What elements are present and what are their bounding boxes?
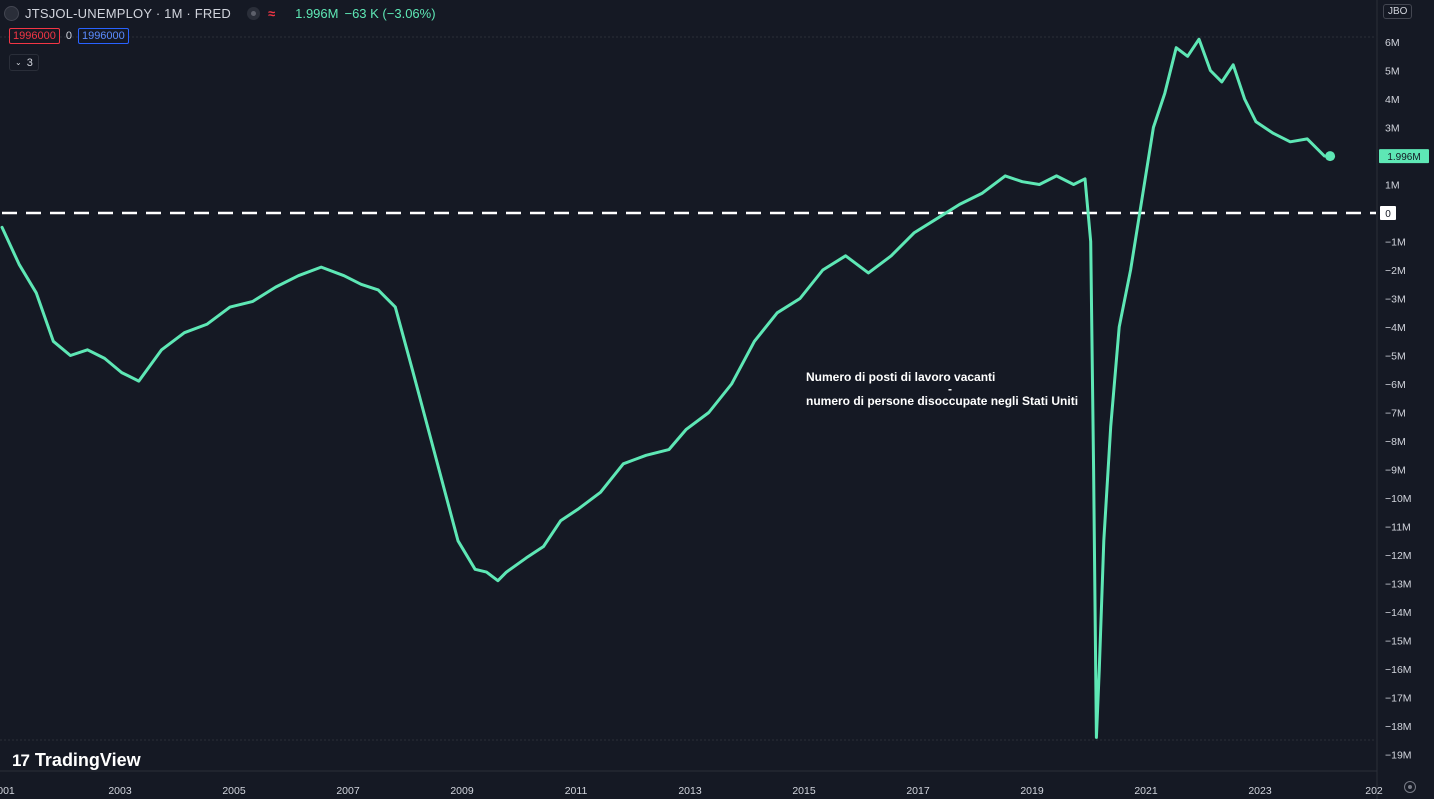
y-tick-label: −7M — [1385, 408, 1406, 420]
x-tick-label: 2023 — [1248, 785, 1272, 797]
x-tick-label: 2021 — [1134, 785, 1158, 797]
symbol-header: JTSJOL-UNEMPLOY · 1M · FRED ≈ 1.996M −63… — [4, 4, 436, 22]
x-tick-label: 2013 — [678, 785, 702, 797]
y-tick-label: −5M — [1385, 351, 1406, 363]
y-tick-label: −14M — [1385, 607, 1412, 619]
settings-gear-icon[interactable] — [1404, 781, 1416, 793]
zero-label-box — [1380, 206, 1396, 220]
y-tick-label: −10M — [1385, 493, 1412, 505]
x-tick-label: 2003 — [108, 785, 132, 797]
y-tick-label: −15M — [1385, 636, 1412, 648]
spread-value: 0 — [65, 30, 72, 42]
y-tick-label: 6M — [1385, 37, 1400, 49]
y-tick-label: −9M — [1385, 465, 1406, 477]
market-status-icon[interactable] — [246, 6, 260, 20]
y-tick-label: −16M — [1385, 664, 1412, 676]
time-axis: 001 2003 2005 2007 2009 2011 2013 2015 2017 2019 2… — [0, 785, 1383, 797]
y-tick-label: 5M — [1385, 66, 1400, 78]
x-tick-label: 001 — [0, 785, 15, 797]
chevron-down-icon: ⌄ — [15, 58, 22, 67]
indicators-count: 3 — [26, 56, 33, 69]
symbol-logo-icon — [4, 5, 19, 21]
last-value: 1.996M — [295, 5, 339, 21]
y-tick-label: −13M — [1385, 579, 1412, 591]
last-price-label-box — [1379, 149, 1429, 164]
x-tick-label: 2005 — [222, 785, 246, 797]
scale-label[interactable]: JBO — [1383, 4, 1413, 19]
wave-icon[interactable]: ≈ — [267, 5, 276, 21]
price-axis: 6M5M4M3M2M1M0−1M−2M−3M−4M−5M−6M−7M−8M−9M… — [1380, 37, 1412, 762]
y-tick-label: −1M — [1385, 237, 1406, 249]
x-tick-label: 2007 — [336, 785, 360, 797]
y-tick-label: −11M — [1385, 522, 1411, 534]
x-tick-label: 2019 — [1020, 785, 1044, 797]
sell-box[interactable]: 1996000 — [9, 28, 60, 44]
y-tick-label: −8M — [1385, 436, 1406, 448]
x-tick-label: 2009 — [450, 785, 474, 797]
chart-annotation[interactable]: Numero di posti di lavoro vacanti - nume… — [806, 370, 1078, 409]
y-tick-label: 0 — [1385, 209, 1391, 220]
y-tick-label: 4M — [1385, 94, 1400, 106]
y-tick-label: −18M — [1385, 721, 1412, 733]
last-price-label: 1.996M — [1387, 152, 1420, 163]
ohlc-row: 1996000 0 1996000 — [9, 28, 129, 44]
indicators-toggle-button[interactable]: ⌄ 3 — [9, 54, 39, 71]
y-tick-label: −19M — [1385, 750, 1412, 762]
annotation-line-1: Numero di posti di lavoro vacanti — [806, 370, 996, 384]
buy-box[interactable]: 1996000 — [77, 28, 129, 44]
y-tick-label: −2M — [1385, 265, 1406, 277]
tradingview-logo[interactable]: 17 TradingView — [12, 750, 141, 771]
change-value: −63 K (−3.06%) — [344, 5, 436, 21]
y-tick-label: −12M — [1385, 550, 1412, 562]
y-tick-label: 1M — [1385, 180, 1400, 192]
y-tick-label: −17M — [1385, 693, 1412, 705]
symbol-title[interactable]: JTSJOL-UNEMPLOY · 1M · FRED — [25, 5, 231, 21]
x-tick-label: 2015 — [792, 785, 816, 797]
annotation-line-3: numero di persone disoccupate negli Stat… — [806, 394, 1079, 408]
tradingview-mark-icon: 17 — [12, 750, 30, 770]
series-line — [0, 37, 1332, 739]
y-tick-label: −6M — [1385, 379, 1406, 391]
x-tick-label: 2011 — [565, 785, 588, 797]
x-tick-label: 2017 — [906, 785, 930, 797]
tradingview-wordmark: TradingView — [34, 750, 141, 770]
y-tick-label: −4M — [1385, 322, 1406, 334]
annotation-line-2: - — [948, 382, 952, 396]
y-tick-label: 3M — [1385, 123, 1400, 135]
y-tick-label: −3M — [1385, 294, 1406, 306]
last-point-marker — [1325, 151, 1336, 162]
x-tick-label: 202 — [1365, 785, 1383, 797]
